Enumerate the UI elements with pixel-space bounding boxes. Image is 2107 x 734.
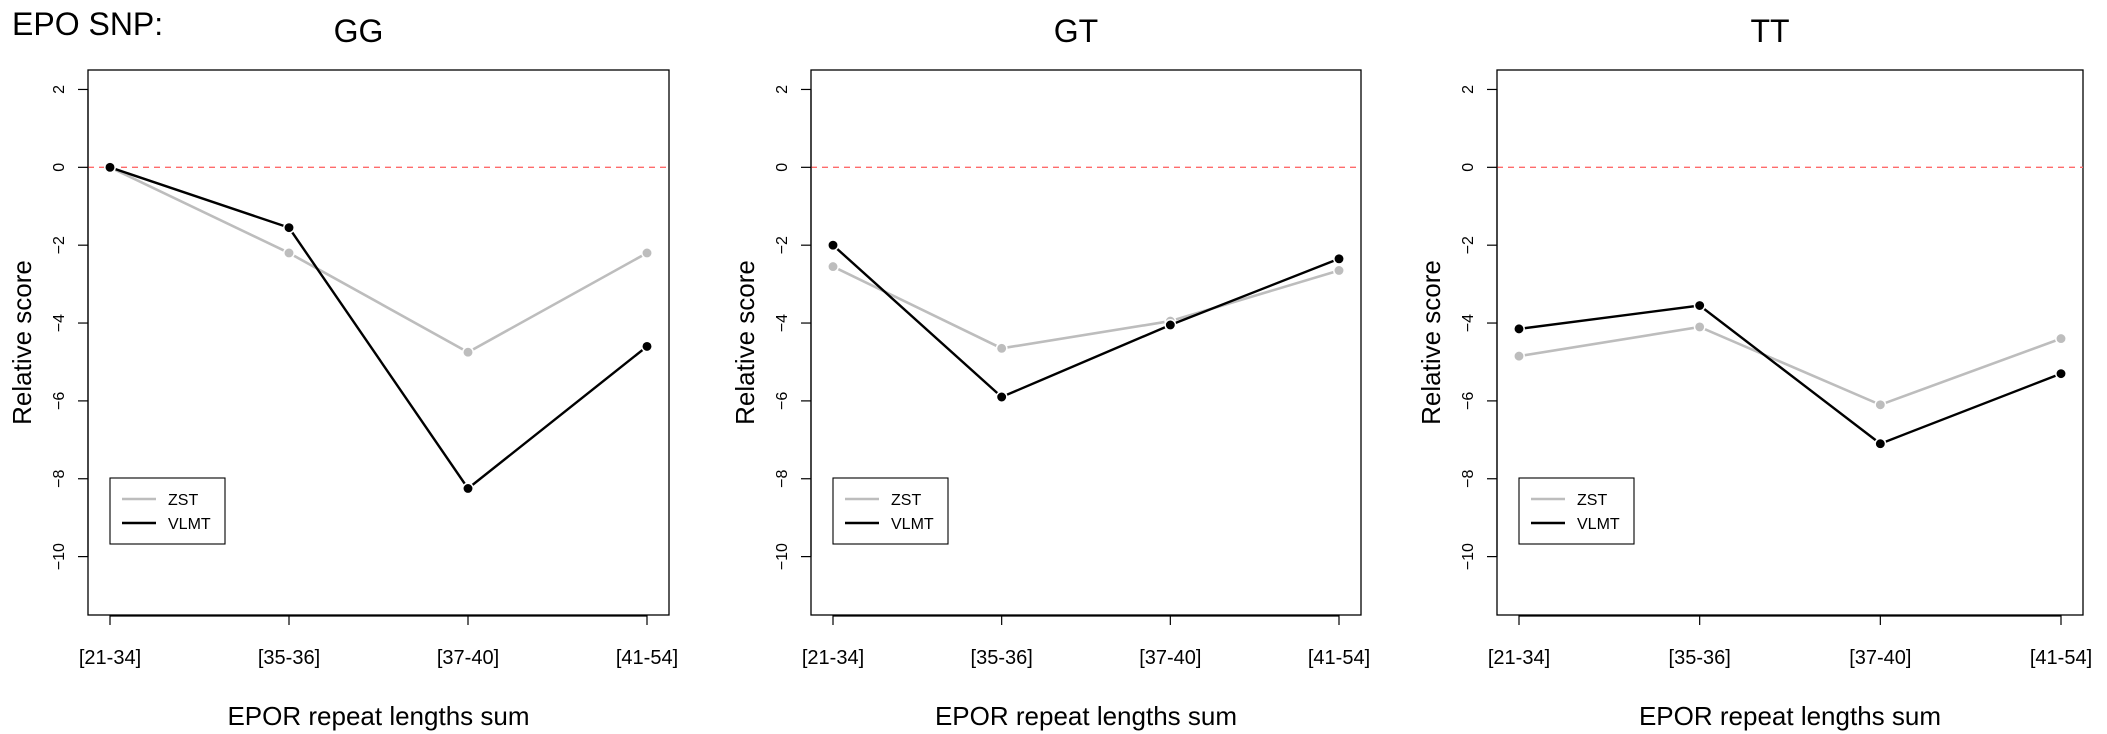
x-tick-label: [37-40]: [1849, 647, 1911, 669]
series-line-vlmt: [832, 244, 1340, 399]
chart-panel-gt: 2 0 −2 −4 −6 −8 −10 [21-34] [35-36] [37-40] [41-54…: [730, 13, 1370, 731]
legend: ZST VLMT: [832, 477, 949, 545]
y-tick-label: −2: [1460, 236, 1477, 254]
chart-title: TT: [1750, 13, 1789, 49]
series-zst: [827, 260, 1345, 355]
x-tick-label: [41-54]: [1308, 647, 1370, 669]
y-tick-label: −4: [51, 314, 68, 332]
chart-panel-gg: 2 0 −2 −4 −6 −8 −10 [21-34] [35-36] [37-40] [41-54…: [7, 13, 678, 731]
data-point: [283, 247, 295, 259]
y-tick-label: −2: [774, 236, 791, 254]
data-point: [1693, 299, 1706, 312]
x-tick-label: [41-54]: [616, 647, 678, 669]
x-axis-title: EPOR repeat lengths sum: [1639, 701, 1941, 731]
legend-box: [832, 477, 949, 545]
series-zst: [1513, 320, 2067, 411]
y-tick-label: 0: [51, 163, 68, 172]
x-tick-label: [21-34]: [79, 647, 141, 669]
series-vlmt: [1513, 299, 2067, 450]
x-tick-label: [35-36]: [1669, 647, 1731, 669]
legend-label-vlmt: VLMT: [168, 516, 211, 533]
legend-box: [1518, 477, 1635, 545]
y-tick-label: −4: [774, 314, 791, 332]
data-point: [1874, 437, 1887, 450]
y-axis-title: Relative score: [730, 260, 760, 425]
series-line-zst: [832, 265, 1340, 350]
y-tick-label: −6: [51, 392, 68, 410]
legend-label-vlmt: VLMT: [891, 516, 934, 533]
series-vlmt: [827, 239, 1345, 403]
legend-label-vlmt: VLMT: [1577, 516, 1620, 533]
data-point: [641, 247, 653, 259]
data-point: [1693, 320, 1706, 333]
x-tick-label: [37-40]: [437, 647, 499, 669]
legend-label-zst: ZST: [168, 492, 198, 509]
data-point: [2055, 332, 2067, 345]
y-tick-label: −8: [774, 470, 791, 488]
x-tick-label: [41-54]: [2030, 647, 2092, 669]
series-line-vlmt: [1518, 304, 2062, 446]
chart-panel-tt: 2 0 −2 −4 −6 −8 −10 [21-34] [35-36] [37-40] [41-54…: [1416, 13, 2092, 731]
series-zst: [104, 161, 653, 359]
y-tick-label: −10: [1460, 543, 1477, 570]
y-tick-label: 2: [51, 85, 68, 94]
legend-label-zst: ZST: [1577, 492, 1607, 509]
data-point: [827, 239, 839, 252]
legend: ZST VLMT: [109, 477, 226, 545]
y-tick-label: 2: [1460, 85, 1477, 94]
x-axis-title: EPOR repeat lengths sum: [935, 701, 1237, 731]
figure-label: EPO SNP:: [12, 6, 164, 42]
data-point: [1513, 322, 1525, 335]
y-tick-label: −10: [774, 543, 791, 570]
series-line-zst: [109, 166, 648, 354]
y-tick-label: −8: [1460, 470, 1477, 488]
legend: ZST VLMT: [1518, 477, 1635, 545]
data-point: [995, 391, 1008, 403]
y-tick-label: −8: [51, 470, 68, 488]
y-tick-label: 0: [774, 163, 791, 172]
series-vlmt: [104, 161, 653, 495]
data-point: [104, 161, 116, 174]
data-point: [462, 346, 474, 359]
y-axis-title: Relative score: [7, 260, 37, 425]
y-tick-label: −10: [51, 543, 68, 570]
y-tick-label: −2: [51, 236, 68, 254]
y-tick-label: 0: [1460, 163, 1477, 172]
data-point: [1513, 350, 1525, 363]
x-axis-title: EPOR repeat lengths sum: [227, 701, 529, 731]
x-tick-label: [37-40]: [1139, 647, 1201, 669]
y-tick-label: −6: [774, 392, 791, 410]
x-tick-label: [35-36]: [971, 647, 1033, 669]
data-point: [283, 221, 295, 234]
data-point: [1164, 319, 1177, 331]
legend-label-zst: ZST: [891, 492, 921, 509]
x-tick-label: [21-34]: [802, 647, 864, 669]
y-tick-label: −4: [1460, 314, 1477, 332]
data-point: [1874, 398, 1887, 411]
data-point: [1333, 264, 1345, 277]
series-line-zst: [1518, 325, 2062, 407]
series-line-vlmt: [109, 166, 648, 491]
data-point: [2055, 367, 2067, 380]
data-point: [462, 482, 474, 495]
data-point: [827, 260, 839, 273]
data-point: [995, 342, 1008, 355]
y-tick-label: −6: [1460, 392, 1477, 410]
data-point: [1333, 252, 1345, 265]
x-tick-label: [35-36]: [258, 647, 320, 669]
y-axis-title: Relative score: [1416, 260, 1446, 425]
chart-title: GG: [334, 13, 384, 49]
chart-title: GT: [1054, 13, 1098, 49]
y-tick-label: 2: [774, 85, 791, 94]
x-tick-label: [21-34]: [1488, 647, 1550, 669]
data-point: [641, 340, 653, 353]
legend-box: [109, 477, 226, 545]
